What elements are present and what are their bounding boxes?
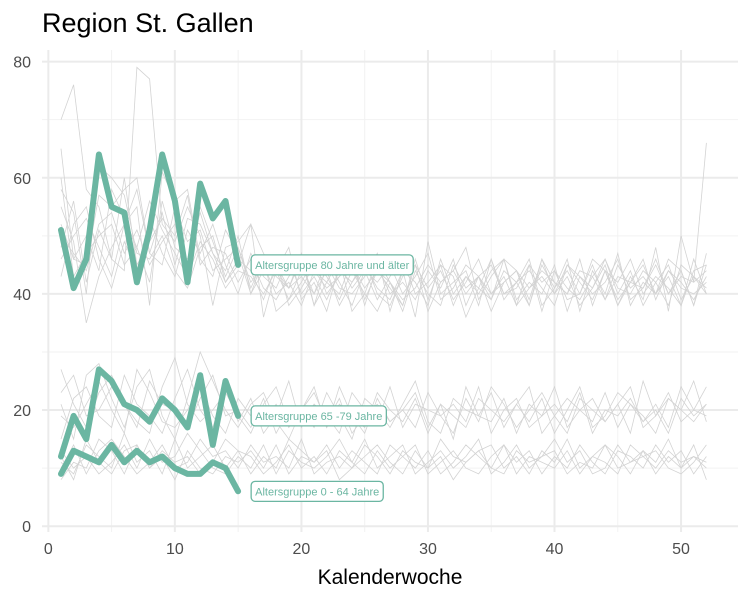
- minor-gridlines: [42, 50, 738, 532]
- x-tick-label: 40: [546, 541, 564, 558]
- y-tick-label: 20: [13, 403, 31, 420]
- y-tick-label: 80: [13, 55, 31, 72]
- series-label-box: [250, 480, 384, 502]
- series-label-box: [250, 405, 387, 427]
- background-series-line: [60, 205, 707, 307]
- y-tick-label: 0: [22, 519, 31, 536]
- x-axis-title: Kalenderwoche: [318, 566, 463, 589]
- background-series-line: [60, 177, 707, 307]
- y-tick-labels: 0 20 40 60 80: [13, 55, 31, 537]
- series-label-box: [250, 254, 414, 276]
- series-label-text: Altersgruppe 65 -79 Jahre: [255, 411, 382, 423]
- background-series-line: [60, 205, 707, 307]
- x-tick-label: 20: [293, 541, 311, 558]
- x-tick-label: 50: [672, 541, 690, 558]
- x-tick-label: 10: [166, 541, 184, 558]
- highlighted-series-lines: [58, 151, 242, 495]
- y-tick-label: 60: [13, 171, 31, 188]
- series-label: Altersgruppe 0 - 64 Jahre: [250, 480, 384, 502]
- series-label: Altersgruppe 80 Jahre und älter: [250, 254, 414, 276]
- chart-title: Region St. Gallen: [42, 8, 254, 38]
- background-series-line: [60, 187, 707, 313]
- x-tick-label: 0: [44, 541, 53, 558]
- x-tick-labels: 0 10 20 30 40 50: [44, 541, 690, 558]
- series-label-text: Altersgruppe 0 - 64 Jahre: [255, 486, 379, 498]
- x-tick-label: 30: [419, 541, 437, 558]
- series-label-text: Altersgruppe 80 Jahre und älter: [255, 260, 409, 272]
- background-series-line: [60, 438, 707, 481]
- series-line: [58, 366, 242, 460]
- series-label: Altersgruppe 65 -79 Jahre: [250, 405, 387, 427]
- series-line: [58, 441, 242, 495]
- background-series-line: [60, 368, 707, 440]
- series-line: [58, 151, 242, 292]
- series-labels: Altersgruppe 80 Jahre und älter Altersgru…: [250, 254, 414, 502]
- y-tick-label: 40: [13, 287, 31, 304]
- background-series-line: [60, 438, 707, 481]
